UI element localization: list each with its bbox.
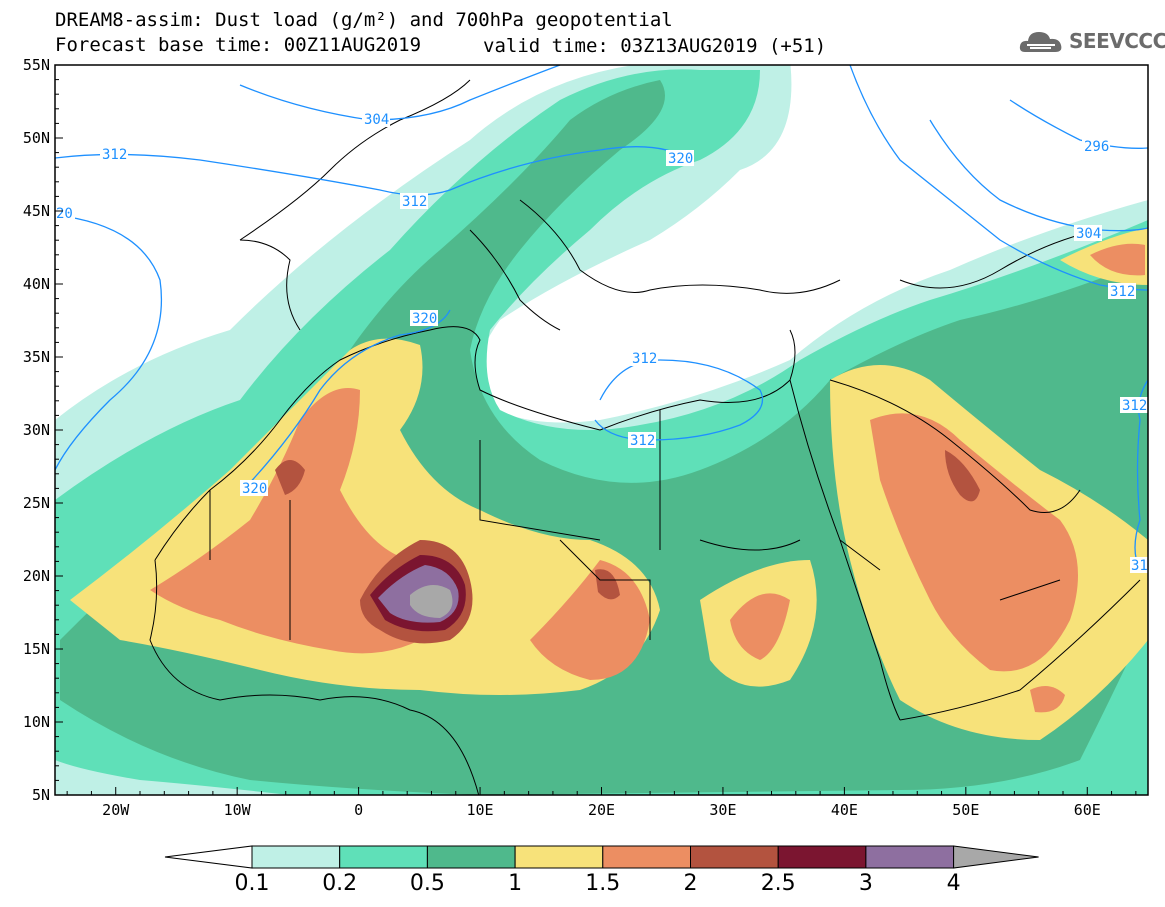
lon-tick-label: 20E — [588, 801, 615, 819]
contour-labels: 312 304 312 320 20 320 312 312 320 296 3… — [55, 111, 1148, 574]
axis-tick-labels: 20W 10W 0 10E 20E 30E 40E 50E 60E 55N 50N 45N 40N 35N… — [23, 56, 1101, 819]
colorbar-label: 2 — [683, 871, 698, 896]
axis-ticks — [55, 64, 1137, 796]
colorbar-label: 1.5 — [585, 871, 621, 896]
contour-label: 31 — [1131, 558, 1148, 574]
contour-label: 320 — [242, 481, 267, 497]
lat-tick-label: 45N — [23, 202, 50, 220]
lat-tick-label: 10N — [23, 713, 50, 731]
contour-label: 296 — [1084, 139, 1109, 155]
colorbar — [164, 845, 1039, 869]
colorbar-swatch — [690, 845, 779, 869]
colorbar-swatch — [865, 845, 955, 869]
lon-tick-label: 10E — [467, 801, 494, 819]
colorbar-swatch — [777, 845, 867, 869]
lat-tick-label: 50N — [23, 129, 50, 147]
colorbar-label: 0.1 — [234, 871, 270, 896]
contour-label: 320 — [412, 311, 437, 327]
lat-tick-label: 30N — [23, 421, 50, 439]
cloud-icon — [1019, 32, 1062, 52]
valid-time: valid time: 03Z13AUG2019 (+51) — [483, 35, 827, 57]
contour-label: 312 — [1122, 398, 1147, 414]
contour-label: 304 — [364, 112, 389, 128]
lon-tick-label: 20W — [102, 801, 130, 819]
contour-label: 304 — [1076, 226, 1101, 242]
seevccc-logo: SEEVCCC — [1017, 26, 1165, 58]
dust-fields — [55, 65, 1148, 795]
colorbar-swatch — [602, 845, 691, 869]
colorbar-label: 4 — [946, 871, 961, 896]
colorbar-min-arrow — [164, 845, 253, 869]
colorbar-label: 0.2 — [322, 871, 358, 896]
geopotential-contours — [55, 65, 1148, 571]
coastlines — [149, 79, 1141, 795]
contour-label: 312 — [402, 194, 427, 210]
lat-tick-label: 5N — [32, 786, 50, 804]
lon-tick-label: 0 — [354, 801, 363, 819]
lat-tick-label: 40N — [23, 275, 50, 293]
colorbar-label: 3 — [858, 871, 873, 896]
lon-tick-label: 30E — [709, 801, 736, 819]
logo-text: SEEVCCC — [1069, 29, 1165, 53]
colorbar-label: 0.5 — [409, 871, 445, 896]
lon-tick-label: 10W — [224, 801, 252, 819]
contour-label: 312 — [632, 351, 657, 367]
colorbar-swatch — [251, 845, 341, 869]
colorbar-label: 1 — [508, 871, 523, 896]
contour-label: 312 — [630, 433, 655, 449]
lat-tick-label: 35N — [23, 348, 50, 366]
contour-label: 320 — [668, 151, 693, 167]
lon-tick-label: 40E — [831, 801, 858, 819]
contour-label: 312 — [1110, 284, 1135, 300]
colorbar-max-arrow — [953, 845, 1039, 869]
forecast-base-time: Forecast base time: 00Z11AUG2019 — [55, 34, 422, 56]
lat-tick-label: 20N — [23, 567, 50, 585]
lat-tick-label: 25N — [23, 494, 50, 512]
contour-label: 312 — [102, 147, 127, 163]
contour-label: 20 — [56, 206, 73, 222]
colorbar-swatch — [426, 845, 516, 869]
lat-tick-label: 55N — [23, 56, 50, 74]
lon-tick-label: 50E — [952, 801, 979, 819]
lat-tick-label: 15N — [23, 640, 50, 658]
colorbar-label: 2.5 — [760, 871, 796, 896]
colorbar-swatch — [339, 845, 428, 869]
lon-tick-label: 60E — [1074, 801, 1101, 819]
colorbar-swatch — [514, 845, 604, 869]
map-title: DREAM8-assim: Dust load (g/m²) and 700hP… — [55, 9, 673, 31]
